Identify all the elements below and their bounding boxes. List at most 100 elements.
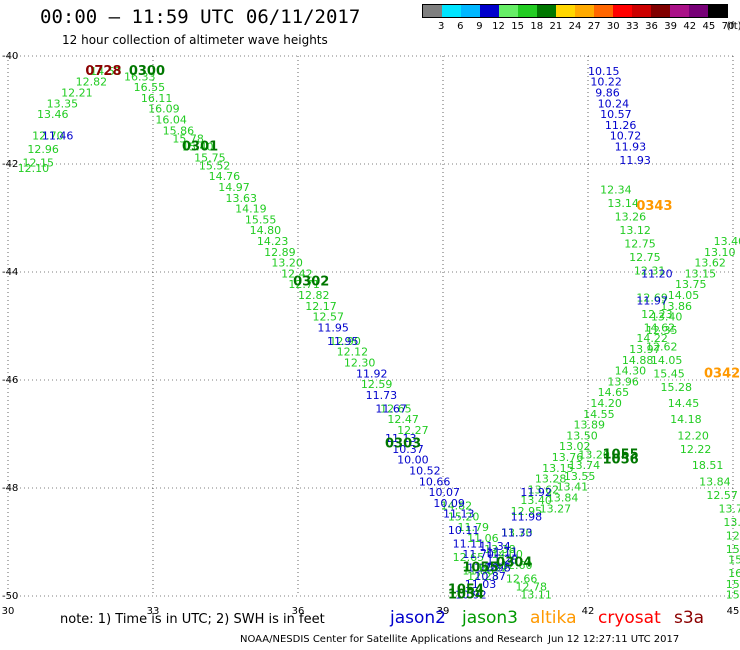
jason2-swh-value: 10.87 <box>474 570 506 583</box>
jason2-swh-value: 11.92 <box>520 486 552 499</box>
color-scale-label: 3 <box>437 21 445 32</box>
jason3-swh-value: 13.63 <box>226 192 258 205</box>
jason3-swh-value: 13.12 <box>619 224 651 237</box>
jason3-swh-value: 14.82 <box>441 500 473 513</box>
jason2-swh-value: 11.13 <box>443 508 475 521</box>
jason3-swh-value: 13.38 <box>484 543 516 556</box>
jason2-swh-value: 11.33 <box>501 527 533 540</box>
jason3-swh-value: 15.20 <box>448 510 480 523</box>
pass-time-label: 1056 <box>603 453 639 468</box>
jason3-swh-value: 12.69 <box>636 292 668 305</box>
jason2-swh-value: 10.57 <box>600 108 632 121</box>
jason3-swh-value: 13.40 <box>520 494 552 507</box>
color-scale-label: 33 <box>626 21 639 32</box>
jason2-swh-value: 10.92 <box>455 589 487 602</box>
jason3-swh-value: 16.33 <box>124 70 156 83</box>
footer-note: note: 1) Time is in UTC; 2) SWH is in fe… <box>60 612 325 627</box>
chart-title: 00:00 – 11:59 UTC 06/11/2017 <box>40 6 361 28</box>
jason3-swh-value: 14.05 <box>668 289 700 302</box>
jason2-swh-value: 10.22 <box>590 76 622 89</box>
jason3-swh-value: 13.97 <box>629 343 661 356</box>
color-swatch <box>518 5 537 17</box>
jason3-swh-value: 13.75 <box>675 278 707 291</box>
jason3-swh-value: 16.04 <box>155 114 187 127</box>
jason3-swh-value: 11.06 <box>467 532 499 545</box>
jason3-swh-value: 15.78 <box>172 132 204 145</box>
color-scale-label: 27 <box>587 21 601 32</box>
jason3-swh-value: 12.23 <box>467 570 499 583</box>
jason3-swh-value: 12.96 <box>27 143 59 156</box>
jason3-swh-value: 15.31 <box>728 554 740 567</box>
color-swatch <box>670 5 689 17</box>
jason3-swh-value: 12.31 <box>634 265 666 278</box>
jason3-swh-value: 12.34 <box>600 184 632 197</box>
pass-time-label: 1054 <box>448 582 484 597</box>
y-tick-label: -42 <box>2 159 18 170</box>
jason3-swh-value: 12.60 <box>501 559 533 572</box>
jason3-swh-value: 12.57 <box>313 311 345 324</box>
legend-altika: altika <box>530 608 577 628</box>
jason3-swh-value: 12.20 <box>677 429 709 442</box>
jason2-swh-value: 11.97 <box>636 294 668 307</box>
jason2-swh-value: 10.24 <box>598 97 630 110</box>
jason3-swh-value: 12.95 <box>511 505 542 518</box>
jason3-swh-value: 12.27 <box>397 424 429 437</box>
jason3-swh-value: 12.90 <box>329 335 361 348</box>
jason3-swh-value: 12.42 <box>281 267 313 280</box>
color-swatch <box>594 5 613 17</box>
grid-lines <box>7 55 734 597</box>
jason3-swh-value: 15.40 <box>182 141 214 154</box>
jason3-swh-value: 16.09 <box>148 103 180 116</box>
jason3-swh-value: 14.65 <box>598 386 630 399</box>
color-scale-bar <box>422 4 728 18</box>
jason3-swh-value: 13.40 <box>651 311 683 324</box>
pass-time-label: 0342 <box>704 366 740 381</box>
jason3-swh-value: 14.88 <box>622 354 654 367</box>
jason2-swh-value: 11.95 <box>317 321 349 334</box>
jason2-swh-value: 11.34 <box>479 540 511 553</box>
jason3-swh-value: 14.20 <box>590 397 622 410</box>
jason3-swh-value: 15.45 <box>653 367 685 380</box>
pass-time-label: 0303 <box>385 437 421 452</box>
pass-time-label: 0304 <box>496 555 532 570</box>
jason3-swh-value: 13.84 <box>547 492 579 505</box>
legend-jason3: jason3 <box>462 608 518 628</box>
jason2-swh-value: 10.72 <box>610 130 642 143</box>
x-tick-label: 39 <box>437 606 450 617</box>
jason3-swh-value: 13.15 <box>542 462 574 475</box>
jason3-swh-value: 14.45 <box>668 397 700 410</box>
x-tick-label: 33 <box>147 606 160 617</box>
color-scale-label: 70 <box>721 21 735 32</box>
jason3-swh-value: 13.11 <box>520 589 552 602</box>
jason3-swh-value: 12.71 <box>726 529 740 542</box>
jason3-swh-value: 12.47 <box>387 413 419 426</box>
jason2-swh-value: 10.52 <box>409 465 441 478</box>
jason2-swh-value: 11.67 <box>375 402 407 415</box>
jason2-swh-value: 10.15 <box>588 65 620 78</box>
jason3-swh-value: 15.80 <box>726 589 740 602</box>
jason3-swh-value: 14.62 <box>644 321 676 334</box>
jason3-swh-value: 12.21 <box>61 87 93 100</box>
jason3-swh-value: 13.76 <box>552 451 584 464</box>
jason3-swh-value: 12.30 <box>344 357 376 370</box>
jason3-swh-value: 13.20 <box>578 448 610 461</box>
jason3-swh-value: 13.27 <box>540 502 572 515</box>
jason2-swh-value: 11.26 <box>605 119 637 132</box>
y-tick-label: -44 <box>2 267 18 278</box>
jason3-swh-value: 12.65 <box>380 402 412 415</box>
jason3-swh-value: 13.35 <box>47 97 79 110</box>
jason3-swh-value: 13.55 <box>564 470 596 483</box>
color-scale-label: 6 <box>457 21 464 32</box>
jason3-swh-value: 16.12 <box>728 567 740 580</box>
generation-timestamp: Jun 12 12:27:11 UTC 2017 <box>548 634 680 645</box>
pass-time-label: 1054 <box>448 588 484 603</box>
color-swatch <box>423 5 442 17</box>
pass-time-label: 0728 <box>85 64 121 79</box>
y-tick-label: -50 <box>2 591 18 602</box>
jason3-swh-value: 11.88 <box>462 564 494 577</box>
jason3-swh-value: 13.10 <box>704 246 736 259</box>
color-scale-label: 39 <box>664 21 677 32</box>
color-swatch <box>442 5 461 17</box>
jason3-swh-value: 12.82 <box>298 289 330 302</box>
color-scale-label: 24 <box>568 21 582 32</box>
